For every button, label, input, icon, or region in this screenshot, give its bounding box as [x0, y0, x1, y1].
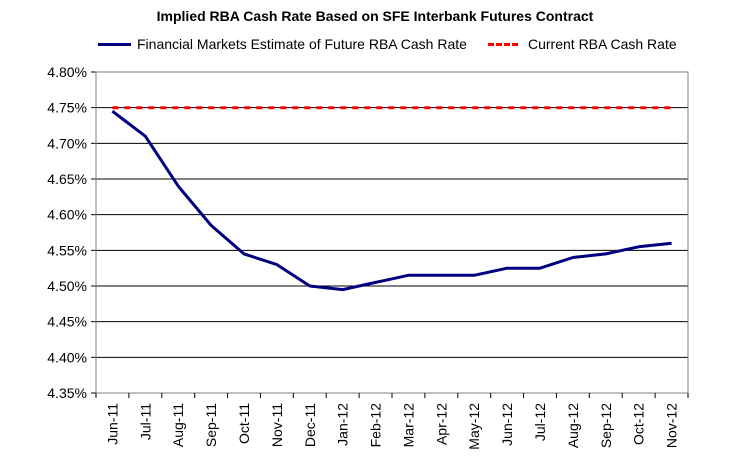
x-tick-label: Jul-11 [137, 403, 153, 440]
legend-item-estimate: Financial Markets Estimate of Future RBA… [98, 36, 467, 52]
plot-area [95, 71, 689, 394]
y-tick-label: 4.80% [47, 64, 87, 80]
y-tick-label: 4.40% [47, 349, 87, 365]
legend-label-current: Current RBA Cash Rate [528, 36, 677, 52]
x-tick-label: Jun-11 [104, 403, 120, 445]
x-tick-label: Jan-12 [335, 403, 351, 446]
y-tick-label: 4.35% [47, 385, 87, 401]
y-tick-label: 4.75% [47, 100, 87, 116]
x-tick-label: Mar-12 [400, 403, 416, 448]
legend-swatch-solid [98, 42, 131, 46]
x-tick-label: Nov-11 [269, 403, 285, 447]
legend-label-estimate: Financial Markets Estimate of Future RBA… [137, 36, 467, 52]
x-tick-label: Feb-12 [368, 403, 384, 448]
y-tick-label: 4.70% [47, 135, 87, 151]
y-tick-label: 4.65% [47, 171, 87, 187]
x-tick-label: May-12 [466, 403, 482, 450]
x-tick-label: Aug-12 [565, 403, 581, 448]
y-tick-label: 4.45% [47, 314, 87, 330]
y-tick-label: 4.60% [47, 207, 87, 223]
x-tick-label: Jul-12 [532, 403, 548, 441]
x-tick-label: Oct-12 [631, 403, 647, 445]
x-tick-label: Nov-12 [664, 403, 680, 448]
chart-title: Implied RBA Cash Rate Based on SFE Inter… [156, 8, 594, 24]
y-tick-label: 4.55% [47, 242, 87, 258]
legend-swatch-dashed [488, 42, 518, 46]
y-tick-label: 4.50% [47, 278, 87, 294]
x-tick-label: Apr-12 [433, 403, 449, 445]
x-tick-label: Sep-12 [598, 403, 614, 448]
x-tick-label: Sep-11 [203, 403, 219, 447]
x-tick-label: Dec-11 [302, 403, 318, 447]
legend-item-current: Current RBA Cash Rate [488, 36, 677, 52]
x-tick-label: Jun-12 [499, 403, 515, 446]
x-tick-label: Aug-11 [170, 403, 186, 447]
x-tick-label: Oct-11 [236, 403, 252, 444]
series-line-estimate [111, 110, 672, 292]
legend: Financial Markets Estimate of Future RBA… [0, 36, 750, 56]
